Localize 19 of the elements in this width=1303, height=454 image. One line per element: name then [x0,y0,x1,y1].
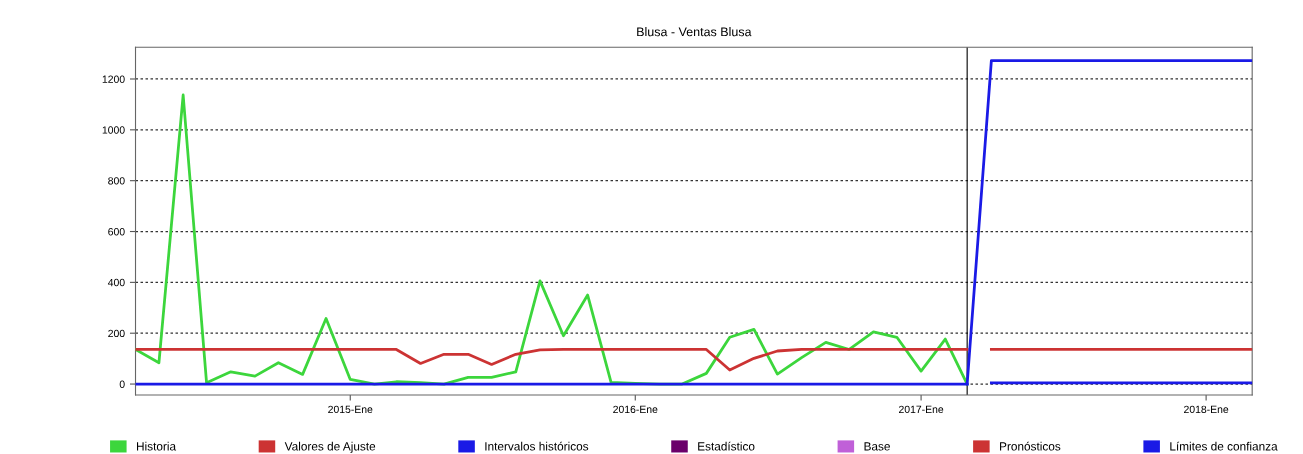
legend-label: Historia [137,441,177,451]
y-tick-label: 800 [108,177,125,185]
legend-label: Valores de Ajuste [284,441,376,453]
legend-label: Pronósticos [1000,441,1061,451]
y-tick-label: 1200 [102,75,125,83]
legend-label: Intervalos históricos [485,441,589,451]
y-tick-label: 200 [108,329,125,338]
legend-label: Base [864,442,890,451]
chart-title: Blusa - Ventas Blusa [637,27,752,37]
legend-label: Estadístico [698,441,755,451]
y-tick-label: 400 [107,278,125,287]
y-tick-label: 600 [108,228,125,236]
x-tick-label: 2018-Ene [1184,405,1229,414]
x-tick-label: 2016-Ene [613,405,658,414]
y-tick-label: 1000 [102,126,125,134]
legend-label: Límites de confianza [1170,441,1278,451]
x-tick-label: 2015-Ene [328,405,373,414]
x-tick-label: 2017-Ene [899,405,944,414]
y-tick-label: 0 [119,380,125,388]
